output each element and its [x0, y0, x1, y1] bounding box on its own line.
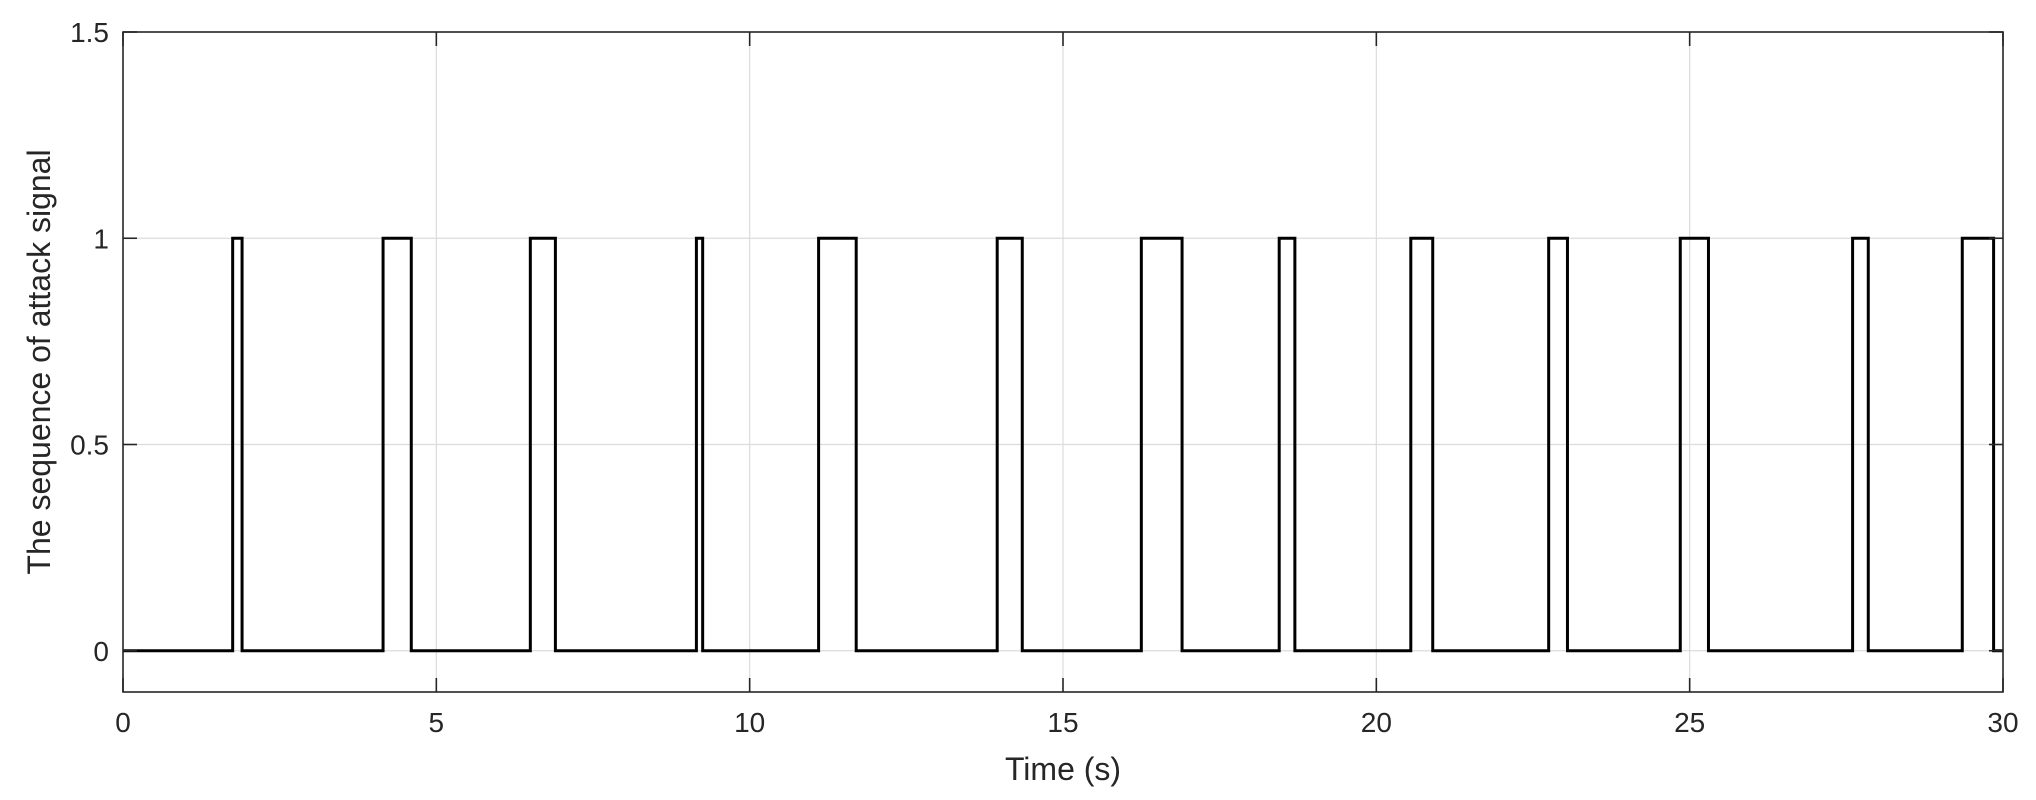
x-tick-label: 15: [1047, 707, 1078, 738]
tick-labels: 0 5 10 15 20 25 30 0 0.5 1 1.5: [70, 17, 2019, 738]
x-tick-label: 30: [1987, 707, 2018, 738]
y-tick-label: 0.5: [70, 430, 109, 461]
ticks: [122, 31, 2004, 692]
attack-signal-line: [123, 236, 2003, 653]
data-layer: [123, 236, 2003, 653]
y-tick-label: 1.5: [70, 17, 109, 48]
x-tick-label: 25: [1674, 707, 1705, 738]
y-tick-label: 0: [93, 636, 109, 667]
x-tick-label: 5: [429, 707, 445, 738]
x-tick-label: 0: [115, 707, 131, 738]
y-axis-label: The sequence of attack signal: [21, 149, 57, 574]
x-tick-label: 20: [1361, 707, 1392, 738]
x-tick-label: 10: [734, 707, 765, 738]
y-tick-label: 1: [93, 223, 109, 254]
x-axis-label: Time (s): [1005, 751, 1121, 787]
